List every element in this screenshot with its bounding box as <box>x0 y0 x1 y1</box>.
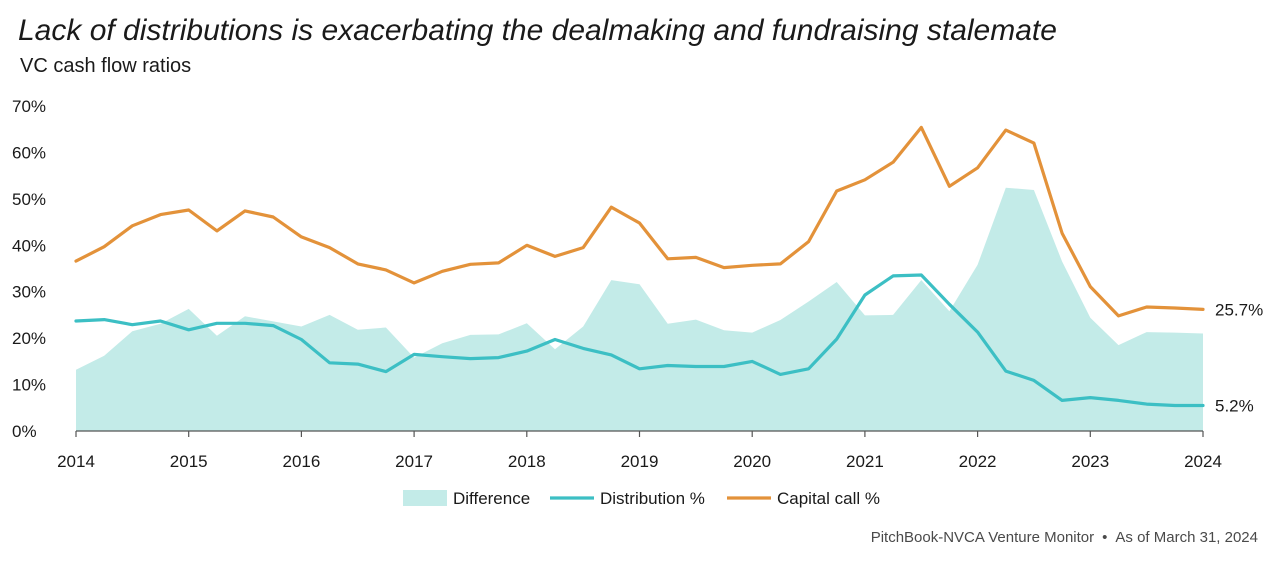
chart-subtitle: VC cash flow ratios <box>20 55 192 77</box>
x-tick-label: 2019 <box>621 452 659 471</box>
difference-area <box>76 187 1203 431</box>
y-tick-label: 30% <box>12 283 46 302</box>
legend-distribution-label: Distribution % <box>600 489 705 508</box>
legend-difference-swatch <box>403 490 447 506</box>
legend-difference-label: Difference <box>453 489 530 508</box>
y-tick-label: 70% <box>12 97 46 116</box>
x-tick-label: 2020 <box>733 452 771 471</box>
y-tick-label: 20% <box>12 329 46 348</box>
y-tick-label: 60% <box>12 143 46 162</box>
legend-capital-call-label: Capital call % <box>777 489 880 508</box>
y-tick-label: 40% <box>12 236 46 255</box>
x-tick-label: 2023 <box>1071 452 1109 471</box>
x-tick-label: 2018 <box>508 452 546 471</box>
x-tick-label: 2017 <box>395 452 433 471</box>
x-tick-label: 2021 <box>846 452 884 471</box>
capital-call-end-label: 25.7% <box>1215 300 1263 319</box>
y-tick-label: 10% <box>12 376 46 395</box>
distribution-line <box>74 273 1205 408</box>
as-of-date: As of March 31, 2024 <box>1115 529 1258 546</box>
x-tick-label: 2014 <box>57 452 95 471</box>
chart: 2014 2015 2016 2017 2018 2019 2020 2021 2022 2023… <box>12 97 1263 508</box>
y-tick-label: 0% <box>12 422 37 441</box>
x-tick-label: 2024 <box>1184 452 1222 471</box>
y-tick-label: 50% <box>12 190 46 209</box>
x-tick-label: 2022 <box>959 452 997 471</box>
source-footer: PitchBook-NVCA Venture Monitor • As of Mar… <box>871 529 1258 546</box>
x-tick-label: 2016 <box>282 452 320 471</box>
x-tick-label: 2015 <box>170 452 208 471</box>
distribution-end-label: 5.2% <box>1215 396 1254 415</box>
footer-separator: • <box>1102 529 1108 546</box>
capital-call-line <box>74 125 1205 318</box>
page-title: Lack of distributions is exacerbating th… <box>18 14 1057 47</box>
source-label: PitchBook-NVCA Venture Monitor <box>870 529 1095 546</box>
